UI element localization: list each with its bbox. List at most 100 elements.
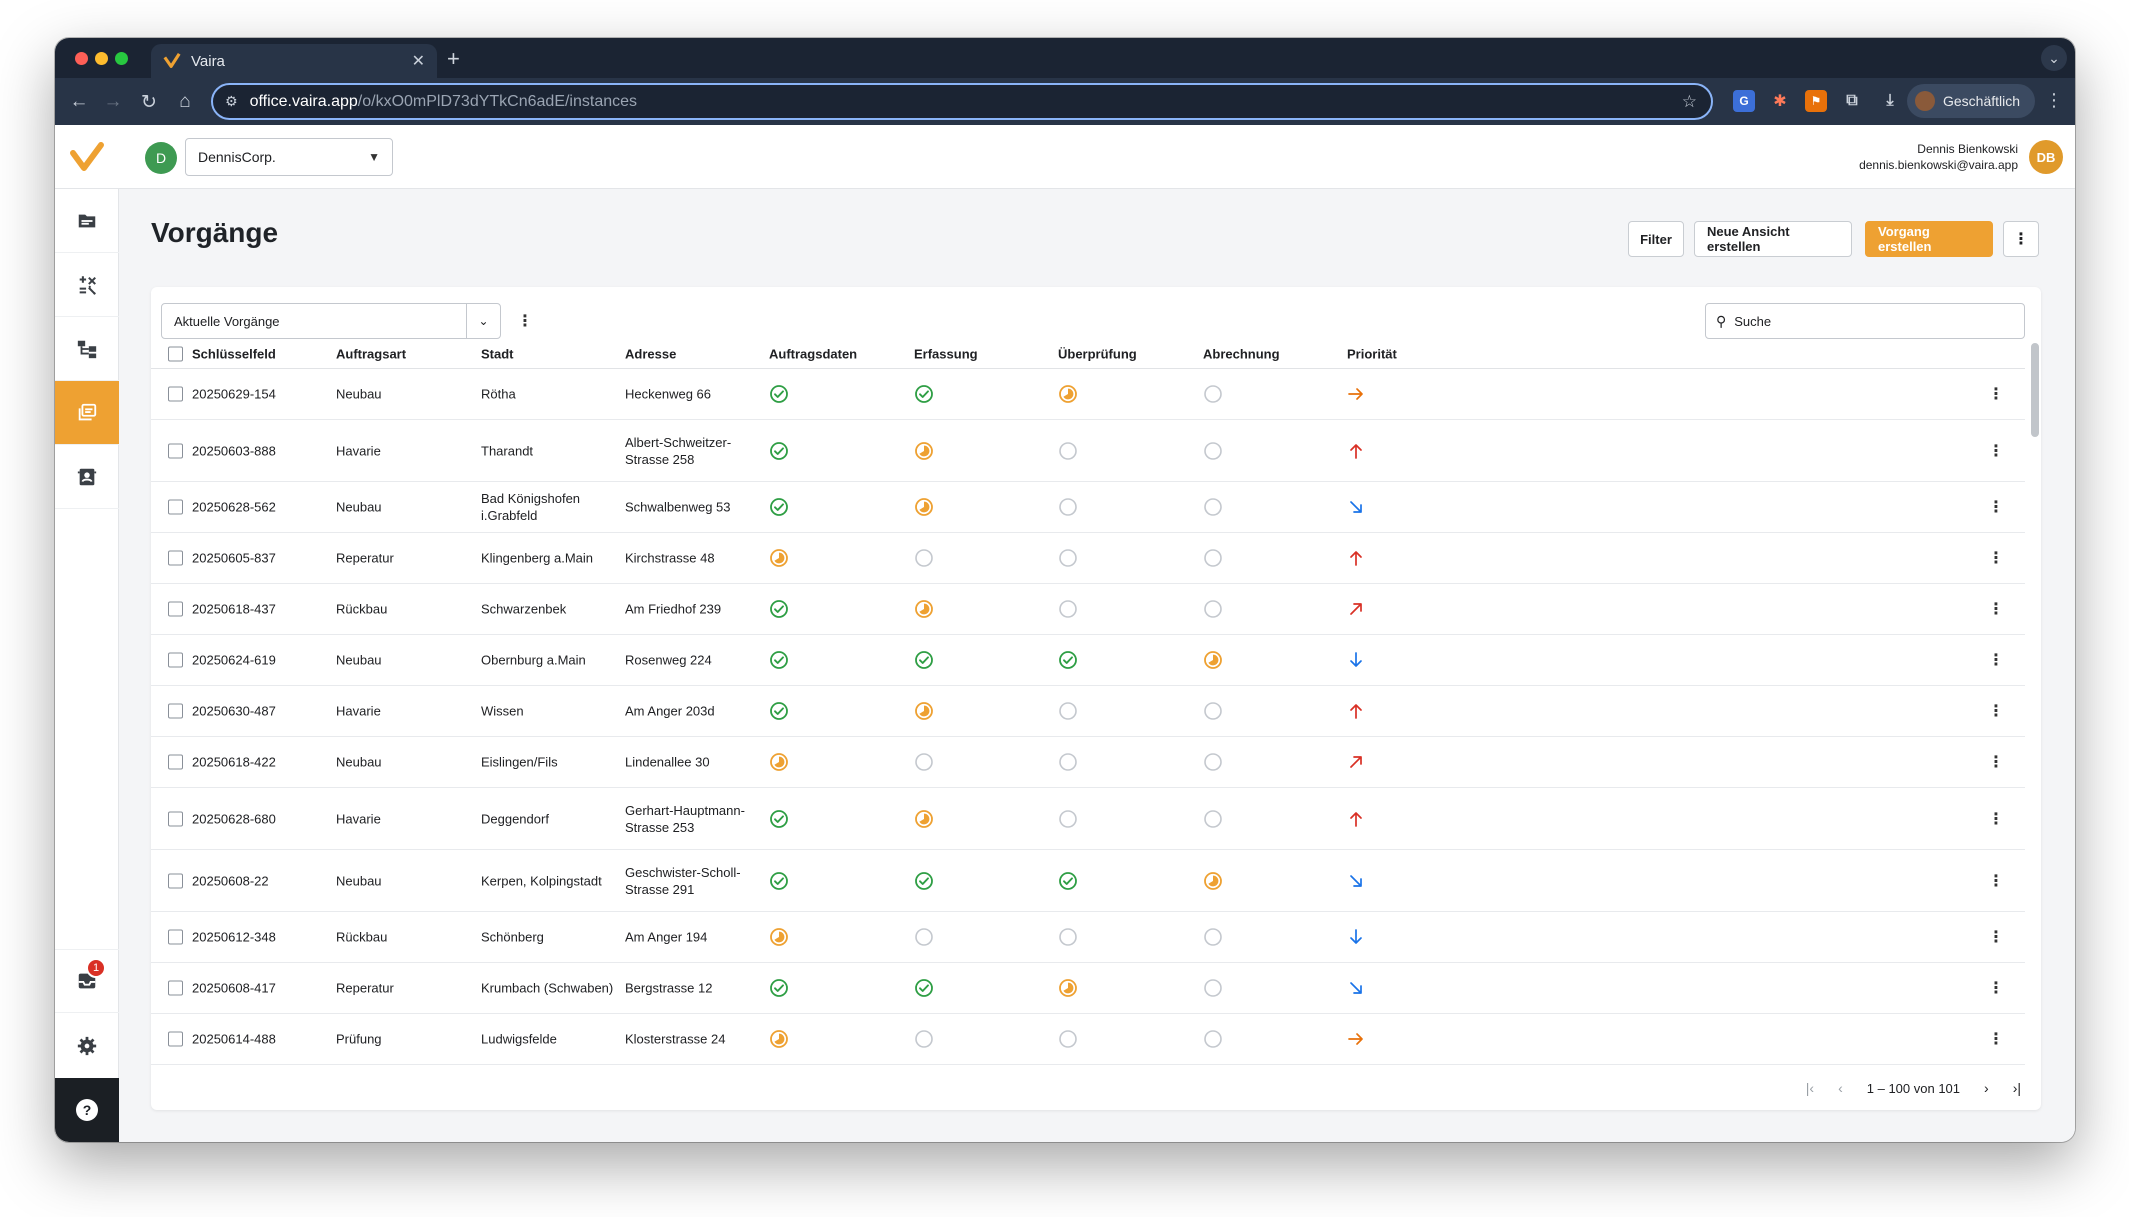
table-row[interactable]: 20250608-417 Reperatur Krumbach (Schwaben)… xyxy=(151,963,2025,1014)
help-button[interactable]: ? xyxy=(55,1078,119,1142)
last-page-icon[interactable]: ›| xyxy=(2012,1080,2021,1096)
sidebar-item-documents[interactable] xyxy=(55,189,119,253)
search-input[interactable]: ⚲ Suche xyxy=(1705,303,2025,339)
column-header[interactable]: Überprüfung xyxy=(1058,346,1137,361)
table-row[interactable]: 20250612-348 Rückbau Schönberg Am Anger 194… xyxy=(151,912,2025,963)
view-select[interactable]: Aktuelle Vorgänge ⌄ xyxy=(161,303,501,339)
column-header[interactable]: Erfassung xyxy=(914,346,978,361)
table-scrollbar[interactable] xyxy=(2031,343,2039,1043)
back-button[interactable]: ← xyxy=(69,91,89,112)
table-row[interactable]: 20250624-619 Neubau Obernburg a.Main Rosenw… xyxy=(151,635,2025,686)
cell-city: Obernburg a.Main xyxy=(481,652,586,668)
reload-button[interactable]: ↻ xyxy=(141,91,157,113)
column-header[interactable]: Adresse xyxy=(625,346,677,361)
row-menu-icon[interactable]: ⋮ xyxy=(1988,442,2004,460)
page-more-button[interactable]: ⋮ xyxy=(2003,221,2039,257)
row-checkbox[interactable] xyxy=(168,929,183,945)
row-menu-icon[interactable]: ⋮ xyxy=(1988,386,2004,403)
row-checkbox[interactable] xyxy=(168,499,183,515)
table-row[interactable]: 20250608-22 Neubau Kerpen, Kolpingstadt Ges… xyxy=(151,850,2025,912)
column-header[interactable]: Auftragsdaten xyxy=(769,346,858,361)
address-bar[interactable]: ⚙ office.vaira.app/o/kxO0mPlD73dYTkCn6ad… xyxy=(211,83,1713,120)
table-row[interactable]: 20250603-888 Havarie Tharandt Albert-Schwei… xyxy=(151,420,2025,482)
table-row[interactable]: 20250628-562 Neubau Bad Königshofen i.Grab… xyxy=(151,482,2025,533)
home-button[interactable]: ⌂ xyxy=(179,91,191,112)
create-instance-button[interactable]: Vorgang erstellen xyxy=(1865,221,1993,257)
browser-tab[interactable]: Vaira ✕ xyxy=(151,44,437,78)
row-menu-icon[interactable]: ⋮ xyxy=(1988,929,2004,946)
row-menu-icon[interactable]: ⋮ xyxy=(1988,1031,2004,1048)
row-checkbox[interactable] xyxy=(168,601,183,617)
site-info-icon[interactable]: ⚙ xyxy=(225,93,238,109)
table-row[interactable]: 20250630-487 Havarie Wissen Am Anger 203d ⋮ xyxy=(151,686,2025,737)
tab-search-button[interactable]: ⌄ xyxy=(2041,45,2067,71)
select-all-checkbox[interactable] xyxy=(168,346,183,361)
row-menu-icon[interactable]: ⋮ xyxy=(1988,872,2004,890)
row-menu-icon[interactable]: ⋮ xyxy=(1988,754,2004,771)
new-tab-button[interactable]: + xyxy=(447,46,460,71)
chevron-down-icon[interactable]: ⌄ xyxy=(466,304,500,338)
row-menu-icon[interactable]: ⋮ xyxy=(1988,980,2004,997)
table-row[interactable]: 20250629-154 Neubau Rötha Heckenweg 66 ⋮ xyxy=(151,369,2025,420)
column-header[interactable]: Schlüsselfeld xyxy=(192,346,276,361)
row-menu-icon[interactable]: ⋮ xyxy=(1988,652,2004,669)
org-select[interactable]: DennisCorp. ▼ xyxy=(185,138,393,176)
row-checkbox[interactable] xyxy=(168,550,183,566)
row-checkbox[interactable] xyxy=(168,980,183,996)
row-checkbox[interactable] xyxy=(168,443,183,458)
downloads-icon[interactable]: ⤓ xyxy=(1886,92,1894,109)
next-page-icon[interactable]: › xyxy=(1984,1080,1989,1096)
hubspot-extension-icon[interactable]: ✱ xyxy=(1773,93,1787,110)
profile-chip[interactable]: Geschäftlich xyxy=(1907,84,2035,118)
column-header[interactable]: Auftragsart xyxy=(336,346,407,361)
column-header[interactable]: Abrechnung xyxy=(1203,346,1280,361)
table-row[interactable]: 20250618-422 Neubau Eislingen/Fils Lindenal… xyxy=(151,737,2025,788)
sidebar-item-contacts[interactable] xyxy=(55,445,119,509)
table-row[interactable]: 20250618-437 Rückbau Schwarzenbek Am Friedh… xyxy=(151,584,2025,635)
status-open-icon xyxy=(1204,498,1222,516)
row-menu-icon[interactable]: ⋮ xyxy=(1988,499,2004,516)
status-done-icon xyxy=(1059,651,1077,669)
close-window-button[interactable] xyxy=(75,52,88,65)
row-checkbox[interactable] xyxy=(168,1031,183,1047)
browser-menu-icon[interactable]: ⋮ xyxy=(2045,90,2063,110)
column-header[interactable]: Priorität xyxy=(1347,346,1397,361)
sidebar-item-calculation[interactable] xyxy=(55,253,119,317)
sidebar-item-inbox[interactable]: 1 xyxy=(55,949,119,1013)
row-checkbox[interactable] xyxy=(168,873,183,888)
new-view-button[interactable]: Neue Ansicht erstellen xyxy=(1694,221,1852,257)
user-avatar[interactable]: DB xyxy=(2029,140,2063,174)
forward-button[interactable]: → xyxy=(103,91,123,112)
row-checkbox[interactable] xyxy=(168,754,183,770)
sidebar-item-instances[interactable] xyxy=(55,381,119,445)
table-row[interactable]: 20250628-680 Havarie Deggendorf Gerhart-Hau… xyxy=(151,788,2025,850)
row-menu-icon[interactable]: ⋮ xyxy=(1988,703,2004,720)
close-tab-icon[interactable]: ✕ xyxy=(411,53,425,70)
row-checkbox[interactable] xyxy=(168,811,183,826)
filter-button[interactable]: Filter xyxy=(1628,221,1684,257)
column-header[interactable]: Stadt xyxy=(481,346,514,361)
scrollbar-thumb[interactable] xyxy=(2031,343,2039,437)
row-menu-icon[interactable]: ⋮ xyxy=(1988,601,2004,618)
row-menu-icon[interactable]: ⋮ xyxy=(1988,810,2004,828)
row-checkbox[interactable] xyxy=(168,703,183,719)
first-page-icon[interactable]: |‹ xyxy=(1805,1080,1815,1096)
sidebar-item-settings[interactable] xyxy=(55,1014,119,1078)
bookmark-star-icon[interactable]: ☆ xyxy=(1681,91,1697,111)
previous-page-icon[interactable]: ‹ xyxy=(1838,1080,1843,1096)
vaira-logo[interactable] xyxy=(67,137,107,177)
row-checkbox[interactable] xyxy=(168,386,183,402)
priority-right-icon xyxy=(1348,1033,1363,1045)
sidebar-item-workflows[interactable] xyxy=(55,317,119,381)
table-row[interactable]: 20250605-837 Reperatur Klingenberg a.Main K… xyxy=(151,533,2025,584)
translate-extension-icon[interactable]: G xyxy=(1733,90,1755,112)
orange-extension-icon[interactable]: ⚑ xyxy=(1805,90,1827,112)
row-checkbox[interactable] xyxy=(168,652,183,668)
extensions-puzzle-icon[interactable]: ⧉ xyxy=(1846,92,1858,109)
org-name: DennisCorp. xyxy=(198,149,276,165)
view-options-icon[interactable]: ⋮ xyxy=(517,313,533,330)
table-row[interactable]: 20250614-488 Prüfung Ludwigsfelde Klosterst… xyxy=(151,1014,2025,1065)
row-menu-icon[interactable]: ⋮ xyxy=(1988,550,2004,567)
maximize-window-button[interactable] xyxy=(115,52,128,65)
minimize-window-button[interactable] xyxy=(95,52,108,65)
